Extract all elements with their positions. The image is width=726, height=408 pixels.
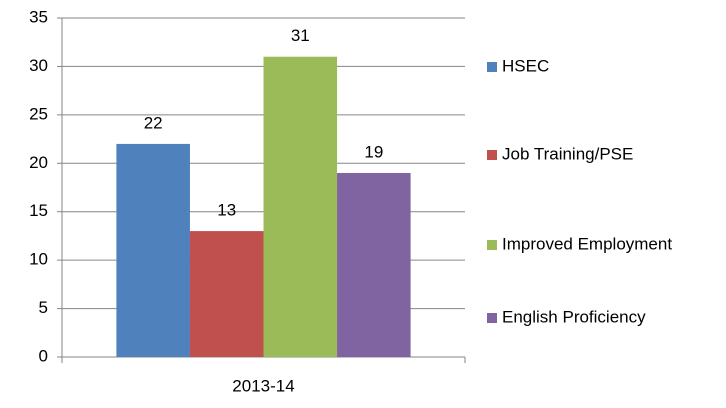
data-label: 13 <box>217 201 236 220</box>
bar <box>263 56 338 357</box>
bar <box>116 143 190 357</box>
y-tick-label: 25 <box>29 104 48 123</box>
y-tick-label: 5 <box>39 298 48 317</box>
legend-label: English Proficiency <box>502 307 646 326</box>
legend-swatch <box>487 240 497 250</box>
legend-swatch <box>487 62 497 72</box>
legend-swatch <box>487 150 497 160</box>
y-tick-label: 0 <box>39 346 48 365</box>
y-tick-label: 15 <box>29 201 48 220</box>
data-label: 19 <box>364 142 383 161</box>
y-tick-label: 20 <box>29 153 48 172</box>
bar <box>189 231 264 357</box>
data-label: 31 <box>291 26 310 45</box>
y-tick-label: 35 <box>29 7 48 26</box>
legend-label: HSEC <box>502 56 549 75</box>
legend-label: Improved Employment <box>502 234 672 253</box>
y-tick-label: 30 <box>29 56 48 75</box>
legend-label: Job Training/PSE <box>502 144 633 163</box>
data-label: 22 <box>144 113 163 132</box>
bar <box>337 172 411 357</box>
legend-swatch <box>487 313 497 323</box>
x-tick-label: 2013-14 <box>232 376 294 395</box>
y-tick-label: 10 <box>29 250 48 269</box>
